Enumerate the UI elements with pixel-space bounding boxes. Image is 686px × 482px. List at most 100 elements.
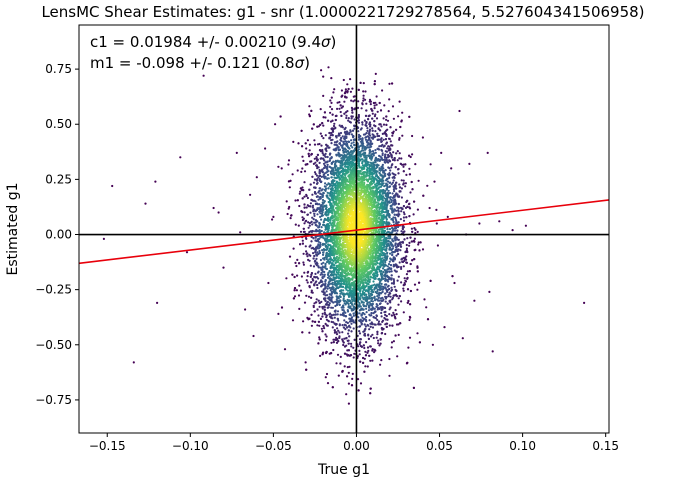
density-point <box>324 282 327 285</box>
density-point <box>397 275 400 278</box>
density-point <box>371 273 374 276</box>
density-point <box>375 303 378 306</box>
density-point <box>323 311 326 314</box>
density-point <box>379 297 383 300</box>
density-point <box>365 102 368 105</box>
density-point <box>416 208 419 211</box>
density-point <box>310 160 313 163</box>
density-point <box>389 252 392 255</box>
density-point <box>314 320 317 323</box>
density-point <box>314 186 317 189</box>
density-point <box>327 213 330 216</box>
density-point <box>410 180 413 184</box>
density-point <box>390 314 393 317</box>
density-point <box>329 219 332 222</box>
density-point <box>311 193 314 196</box>
density-point <box>307 221 310 224</box>
density-point <box>339 362 342 365</box>
density-point <box>363 357 366 360</box>
density-point <box>362 99 365 102</box>
density-point <box>405 247 408 250</box>
density-point <box>324 297 327 300</box>
density-point <box>407 203 411 206</box>
density-point <box>338 124 341 127</box>
density-point <box>350 142 353 145</box>
density-point <box>377 322 380 325</box>
density-point <box>310 235 313 239</box>
density-point <box>392 199 395 202</box>
density-point <box>332 160 335 163</box>
density-point <box>347 329 350 332</box>
density-point <box>380 125 383 128</box>
density-point <box>329 99 332 102</box>
density-point <box>318 161 321 164</box>
density-point <box>349 166 352 169</box>
density-point <box>387 137 391 140</box>
density-point <box>387 166 390 169</box>
density-point <box>357 121 361 124</box>
density-point <box>299 243 302 246</box>
density-point <box>375 336 378 339</box>
density-point <box>423 298 426 301</box>
density-point <box>351 377 354 380</box>
density-point <box>305 237 308 240</box>
density-point <box>359 341 362 344</box>
density-point <box>346 309 349 312</box>
density-point <box>333 329 336 332</box>
density-point <box>350 117 353 120</box>
density-point <box>413 283 417 286</box>
density-point <box>386 228 389 231</box>
density-point <box>310 313 313 316</box>
density-point <box>291 273 294 276</box>
density-point <box>336 338 339 341</box>
density-point <box>312 252 315 255</box>
density-point <box>373 323 376 326</box>
density-point <box>325 372 329 376</box>
density-point <box>380 140 383 143</box>
density-point <box>383 185 386 188</box>
density-point <box>314 236 317 239</box>
density-point <box>369 345 372 348</box>
density-point <box>348 147 351 150</box>
density-point <box>331 317 334 320</box>
density-point <box>347 371 350 374</box>
density-point <box>371 326 375 329</box>
density-point <box>426 318 430 321</box>
density-point <box>312 265 316 268</box>
density-point <box>360 307 363 310</box>
density-point <box>390 166 393 169</box>
density-point <box>401 111 404 114</box>
density-point <box>380 144 383 148</box>
density-point <box>392 294 395 297</box>
density-point <box>334 118 337 122</box>
density-point <box>383 311 386 314</box>
density-point <box>363 119 366 122</box>
density-point <box>335 165 338 168</box>
density-point <box>402 165 405 168</box>
density-point <box>359 382 363 385</box>
density-point <box>341 285 345 288</box>
density-point <box>315 179 319 182</box>
density-point <box>328 286 331 289</box>
density-point <box>336 353 340 356</box>
density-point <box>392 281 395 284</box>
density-point <box>324 134 327 137</box>
density-point <box>336 101 339 104</box>
density-point <box>370 299 373 303</box>
density-point <box>301 331 304 334</box>
density-point <box>364 160 367 163</box>
density-point <box>393 190 396 193</box>
density-point <box>339 110 342 114</box>
density-point <box>326 160 329 163</box>
density-point <box>341 324 344 327</box>
density-point <box>376 110 379 113</box>
density-point <box>373 115 376 118</box>
density-point <box>342 309 345 312</box>
density-point <box>347 140 351 143</box>
density-point <box>364 114 368 117</box>
density-point <box>357 116 360 120</box>
density-point <box>298 284 301 287</box>
density-point <box>383 197 386 200</box>
density-point <box>306 275 309 278</box>
density-point <box>404 185 407 188</box>
